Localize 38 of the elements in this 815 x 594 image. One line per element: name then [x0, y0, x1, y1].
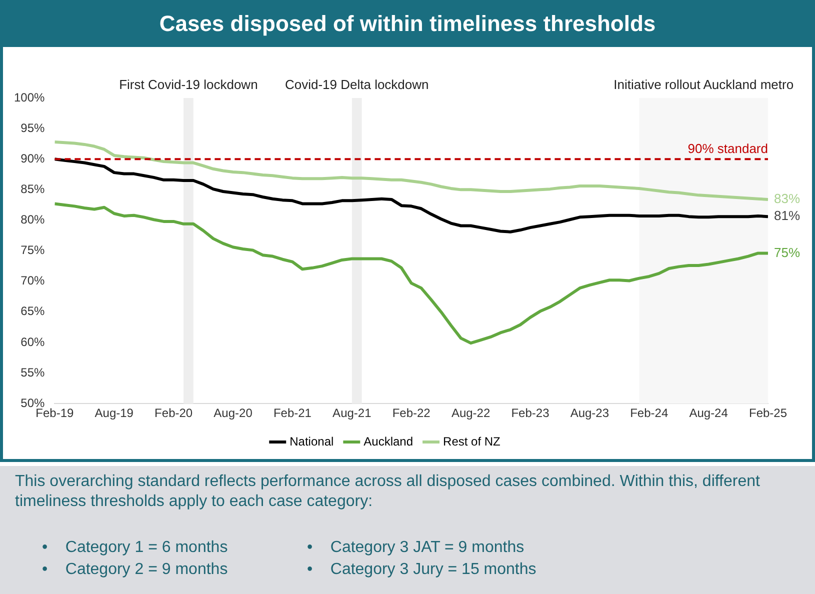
y-tick-label: 95%: [20, 120, 46, 135]
y-tick-label: 85%: [20, 182, 46, 196]
chart-title: Cases disposed of within timeliness thresholds: [0, 0, 815, 47]
y-tick-label: 80%: [20, 212, 46, 227]
y-tick-label: 60%: [20, 334, 46, 349]
text: • Category 2 = 9 months: [42, 560, 229, 580]
annotation: 81%: [774, 208, 800, 224]
x-tick-label: Feb-25: [748, 406, 788, 420]
text: • Category 3 Jury = 15 months: [307, 560, 538, 580]
x-tick-label: Aug-21: [332, 406, 372, 420]
band-label: Initiative rollout Auckland metro: [614, 77, 794, 92]
y-tick-label: 70%: [20, 274, 46, 288]
y-tick-label: 75%: [20, 243, 46, 258]
x-tick-label: Feb-24: [630, 406, 668, 420]
x-tick-label: Aug-20: [214, 406, 253, 420]
band-label: Covid-19 Delta lockdown: [284, 77, 429, 92]
annotation: 83%: [774, 191, 800, 206]
legend-label: Auckland: [364, 434, 414, 448]
band-label: First Covid-19 lockdown: [119, 77, 258, 92]
y-tick-label: 90%: [20, 151, 46, 166]
text: • Category 1 = 6 months: [42, 538, 229, 558]
text: This overarching standard reflects performance across all disposed cases combined. Within this, different timeliness thresholds apply to each case category:: [15, 472, 761, 512]
y-tick-label: 100%: [14, 90, 46, 104]
x-tick-label: Aug-19: [94, 406, 134, 420]
ref-line-label: 90% standard: [688, 141, 768, 156]
y-tick-label: 65%: [20, 304, 46, 318]
x-tick-label: Feb-20: [154, 406, 193, 420]
x-tick-label: Aug-24: [689, 406, 728, 420]
x-tick-label: Feb-23: [511, 406, 550, 420]
x-tick-label: Aug-23: [570, 406, 610, 420]
x-tick-label: Feb-22: [392, 406, 431, 420]
x-tick-label: Feb-21: [273, 406, 312, 420]
legend-label: National: [290, 434, 334, 448]
x-tick-label: Aug-22: [451, 406, 490, 420]
annotation: 75%: [774, 244, 800, 260]
y-tick-label: 55%: [20, 365, 46, 380]
legend-label: Rest of NZ: [443, 434, 500, 448]
text: • Category 3 JAT = 9 months: [307, 538, 526, 558]
